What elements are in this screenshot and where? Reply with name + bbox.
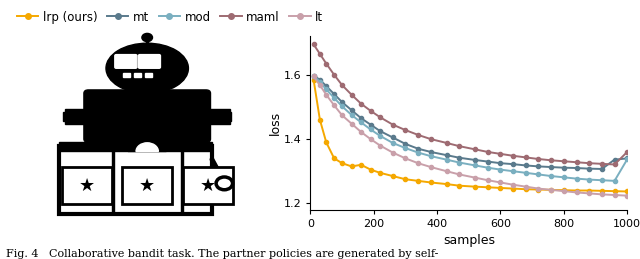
- Bar: [65, 109, 88, 124]
- FancyBboxPatch shape: [62, 167, 112, 204]
- FancyBboxPatch shape: [84, 90, 211, 142]
- Bar: [145, 73, 152, 77]
- FancyBboxPatch shape: [182, 167, 232, 204]
- Text: ★: ★: [200, 177, 216, 195]
- Text: Fig. 4   Collaborative bandit task. The partner policies are generated by self-: Fig. 4 Collaborative bandit task. The pa…: [6, 249, 439, 259]
- X-axis label: samples: samples: [443, 234, 495, 247]
- Wedge shape: [128, 137, 166, 152]
- Text: ★: ★: [79, 177, 95, 195]
- FancyBboxPatch shape: [115, 55, 137, 68]
- Bar: [136, 85, 159, 95]
- Wedge shape: [136, 143, 158, 152]
- Bar: [112, 150, 114, 214]
- Text: ★: ★: [139, 177, 156, 195]
- Bar: [225, 112, 231, 121]
- Bar: [181, 150, 184, 214]
- FancyBboxPatch shape: [59, 146, 212, 214]
- Bar: [63, 112, 69, 121]
- Bar: [59, 142, 212, 152]
- Bar: [123, 73, 129, 77]
- Ellipse shape: [106, 43, 188, 93]
- Circle shape: [142, 33, 152, 42]
- Bar: [206, 109, 230, 124]
- FancyBboxPatch shape: [122, 167, 172, 204]
- Circle shape: [216, 177, 232, 190]
- Bar: [134, 73, 141, 77]
- Y-axis label: loss: loss: [269, 111, 282, 135]
- Bar: [134, 138, 161, 148]
- FancyBboxPatch shape: [138, 55, 161, 68]
- Legend: lrp (ours), mt, mod, maml, lt: lrp (ours), mt, mod, maml, lt: [12, 6, 328, 28]
